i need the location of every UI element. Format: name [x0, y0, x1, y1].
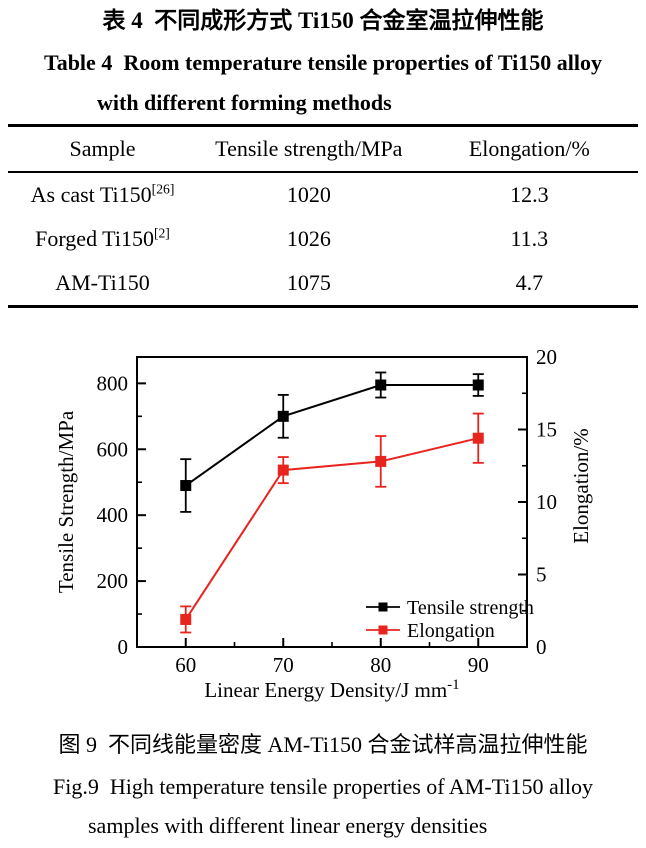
table-row: Forged Ti150[2] 1026 11.3 — [8, 217, 638, 262]
cell-tensile: 1026 — [286, 226, 331, 251]
line-chart-figure: 0 200 400 600 800 0 5 10 15 20 60 70 80 90 Tensile str… — [0, 334, 646, 706]
x-axis-label: Linear Energy Density/J mm-1 — [204, 677, 459, 702]
data-point-marker — [375, 379, 387, 391]
tick-label-left: 600 — [97, 437, 129, 461]
sample-name: Forged Ti150 — [35, 226, 154, 251]
properties-table: Sample Tensile strength/MPa Elongation/%… — [8, 124, 638, 308]
tick-label-x: 80 — [370, 653, 391, 677]
data-point-marker — [180, 613, 192, 625]
tick-label-right: 0 — [536, 635, 547, 659]
tick-label-left: 200 — [97, 569, 129, 593]
chart-plot-area: 0 200 400 600 800 0 5 10 15 20 60 70 80 90 Tensile str… — [97, 345, 558, 677]
reference-superscript: [2] — [153, 225, 170, 241]
table-title-en-line2: with different forming methods — [97, 90, 392, 115]
series-line — [185, 384, 479, 487]
data-point-marker — [375, 455, 387, 467]
cell-elongation: 12.3 — [510, 181, 549, 207]
sample-name: As cast Ti150 — [30, 181, 152, 207]
sample-name: AM-Ti150 — [55, 270, 150, 296]
table-title-zh: 表 4 不同成形方式 Ti150 合金室温拉伸性能 — [102, 8, 544, 33]
figure-caption-zh: 图 9 不同线能量密度 AM-Ti150 合金试样高温拉伸性能 — [58, 732, 588, 757]
tick-label-left: 0 — [118, 635, 129, 659]
figure-caption-en-line1: Fig.9 High temperature tensile propertie… — [53, 774, 593, 799]
legend-label: Elongation — [407, 620, 495, 642]
legend-swatch-marker — [378, 602, 388, 612]
figure-caption-en-line2: samples with different linear energy den… — [88, 813, 488, 838]
tick-label-right: 20 — [536, 345, 557, 369]
cell-elongation: 4.7 — [515, 270, 544, 296]
tick-label-right: 10 — [536, 490, 557, 514]
tick-label-x: 70 — [273, 653, 294, 677]
col-header-tensile: Tensile strength/MPa — [215, 135, 403, 161]
y-axis-label-left: Tensile Strength/MPa — [54, 410, 78, 593]
col-header-sample: Sample — [69, 135, 136, 161]
legend-label: Tensile strength — [407, 597, 534, 619]
col-header-elongation: Elongation/% — [468, 135, 590, 161]
cell-tensile: 1075 — [286, 270, 331, 296]
tensile-elongation-chart: 0 200 400 600 800 0 5 10 15 20 60 70 80 90 Tensile str… — [54, 345, 593, 702]
tick-label-x: 60 — [175, 653, 196, 677]
data-point-marker — [180, 480, 192, 492]
table-row: AM-Ti150 1075 4.7 — [8, 262, 638, 307]
cell-sample: Forged Ti150[2] — [8, 217, 197, 262]
y-axis-label-right: Elongation/% — [569, 428, 593, 543]
cell-sample: AM-Ti150 — [8, 262, 197, 307]
data-point-marker — [472, 432, 484, 444]
x-axis-label-main: Linear Energy Density/J mm — [204, 678, 447, 702]
reference-superscript: [26] — [151, 181, 175, 197]
data-point-marker — [472, 379, 484, 391]
series-line — [184, 437, 479, 620]
tick-label-right: 5 — [536, 563, 547, 587]
table-row: As cast Ti150[26] 1020 12.3 — [8, 172, 638, 217]
cell-tensile: 1020 — [286, 181, 331, 207]
data-point-marker — [277, 410, 289, 422]
table-title-en-line1: Table 4 Room temperature tensile propert… — [44, 50, 602, 75]
x-axis-label-superscript: -1 — [447, 677, 460, 693]
tick-label-right: 15 — [536, 418, 557, 442]
table-header-row: Sample Tensile strength/MPa Elongation/% — [8, 126, 638, 172]
cell-sample: As cast Ti150[26] — [8, 172, 197, 217]
tick-label-left: 400 — [97, 503, 129, 527]
tick-label-left: 800 — [97, 371, 129, 395]
tick-label-x: 90 — [468, 653, 489, 677]
legend-swatch-marker — [378, 625, 388, 635]
data-point-marker — [277, 464, 289, 476]
cell-elongation: 11.3 — [510, 226, 549, 251]
